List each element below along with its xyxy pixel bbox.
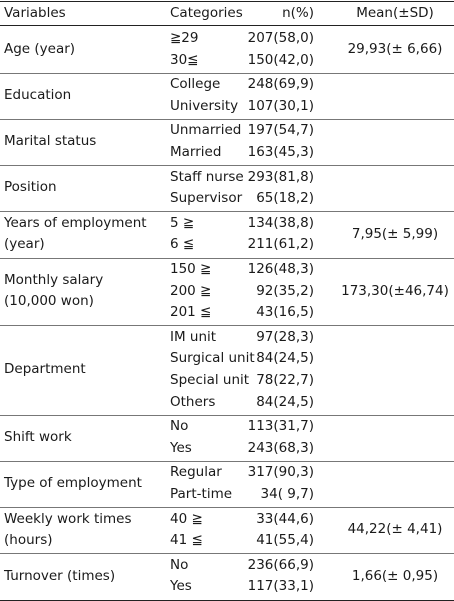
n-percent-value: 197(54,7)	[247, 122, 314, 139]
category-label: Part-time	[170, 486, 233, 502]
category-label: Yes	[170, 439, 192, 456]
group-divider	[0, 507, 454, 509]
variable-label: (10,000 won)	[4, 293, 94, 310]
n-percent-value: 84(24,5)	[256, 393, 314, 410]
group-divider	[0, 460, 454, 462]
group-divider	[0, 165, 454, 167]
category-label: No	[170, 418, 189, 435]
category-label: 6 ≦	[170, 236, 195, 253]
header-bottom-rule	[0, 25, 454, 26]
n-percent-value: 317(90,3)	[247, 464, 314, 481]
mean-sd-value: 1,66(± 0,95)	[351, 567, 439, 584]
category-label: Regular	[170, 464, 222, 481]
n-percent-value: 97(28,3)	[256, 328, 314, 345]
category-label: Married	[170, 144, 222, 160]
n-percent-value: 113(31,7)	[247, 418, 314, 435]
category-label: Staff nurse	[170, 168, 244, 185]
variable-label: Weekly work times	[4, 510, 132, 527]
category-label: Yes	[170, 578, 192, 595]
n-percent-value: 78(22,7)	[256, 372, 314, 388]
n-percent-value: 43(16,5)	[256, 304, 314, 321]
n-percent-value: 84(24,5)	[256, 350, 314, 367]
n-percent-value: 41(55,4)	[256, 532, 314, 549]
variable-label: Position	[4, 179, 57, 196]
group-divider	[0, 257, 454, 259]
category-label: IM unit	[170, 328, 217, 345]
category-label: No	[170, 556, 189, 573]
n-percent-value: 107(30,1)	[247, 97, 314, 114]
mean-sd-value: 7,95(± 5,99)	[351, 225, 439, 242]
n-percent-value: 243(68,3)	[247, 439, 314, 456]
n-percent-value: 92(35,2)	[256, 282, 314, 299]
mean-sd-value: 44,22(± 4,41)	[347, 521, 443, 538]
n-percent-value: 34( 9,7)	[260, 486, 314, 502]
header-n-percent: n(%)	[282, 5, 314, 21]
mean-sd-value: 29,93(± 6,66)	[347, 40, 443, 57]
variable-label: (year)	[4, 236, 45, 253]
category-label: 30≦	[170, 51, 199, 68]
n-percent-value: 126(48,3)	[247, 261, 314, 277]
category-label: Unmarried	[170, 122, 242, 139]
variable-label: Education	[4, 87, 72, 103]
group-divider	[0, 414, 454, 416]
n-percent-value: 117(33,1)	[247, 578, 314, 595]
category-label: 200 ≧	[170, 282, 212, 299]
category-label: 201 ≦	[170, 304, 212, 321]
category-label: ≧29	[170, 30, 199, 46]
n-percent-value: 293(81,8)	[247, 168, 314, 185]
group-divider	[0, 211, 454, 213]
variable-label: Monthly salary	[4, 271, 104, 288]
group-divider	[0, 553, 454, 555]
category-label: Supervisor	[170, 190, 243, 207]
table-top-rule	[0, 1, 454, 2]
category-label: 150 ≧	[170, 261, 212, 277]
mean-sd-value: 173,30(±46,74)	[341, 282, 449, 299]
header-categories: Categories	[170, 5, 243, 21]
n-percent-value: 211(61,2)	[247, 236, 314, 253]
variable-label: Turnover (times)	[4, 567, 116, 584]
n-percent-value: 65(18,2)	[256, 190, 314, 207]
variable-label: Department	[4, 361, 86, 378]
category-label: 41 ≦	[170, 532, 203, 549]
category-label: College	[170, 76, 221, 93]
category-label: Others	[170, 393, 216, 410]
category-label: 5 ≧	[170, 214, 195, 231]
group-divider	[0, 325, 454, 327]
header-variables: Variables	[4, 5, 66, 21]
header-mean-sd: Mean(±SD)	[356, 5, 434, 21]
variable-label: Type of employment	[4, 475, 142, 492]
category-label: 40 ≧	[170, 510, 203, 527]
variable-label: Years of employment	[4, 214, 147, 231]
n-percent-value: 134(38,8)	[247, 214, 314, 231]
category-label: Surgical unit	[170, 350, 255, 367]
n-percent-value: 207(58,0)	[247, 30, 314, 46]
table-bottom-rule	[0, 599, 454, 601]
category-label: University	[170, 97, 239, 114]
variable-label: Age (year)	[4, 40, 76, 57]
n-percent-value: 150(42,0)	[247, 51, 314, 68]
n-percent-value: 33(44,6)	[256, 510, 314, 527]
n-percent-value: 236(66,9)	[247, 556, 314, 573]
variable-label: Shift work	[4, 429, 72, 445]
variable-label: (hours)	[4, 532, 53, 549]
group-divider	[0, 72, 454, 74]
n-percent-value: 163(45,3)	[247, 144, 314, 160]
group-divider	[0, 118, 454, 120]
n-percent-value: 248(69,9)	[247, 76, 314, 93]
category-label: Special unit	[170, 372, 250, 388]
variable-label: Marital status	[4, 133, 97, 150]
